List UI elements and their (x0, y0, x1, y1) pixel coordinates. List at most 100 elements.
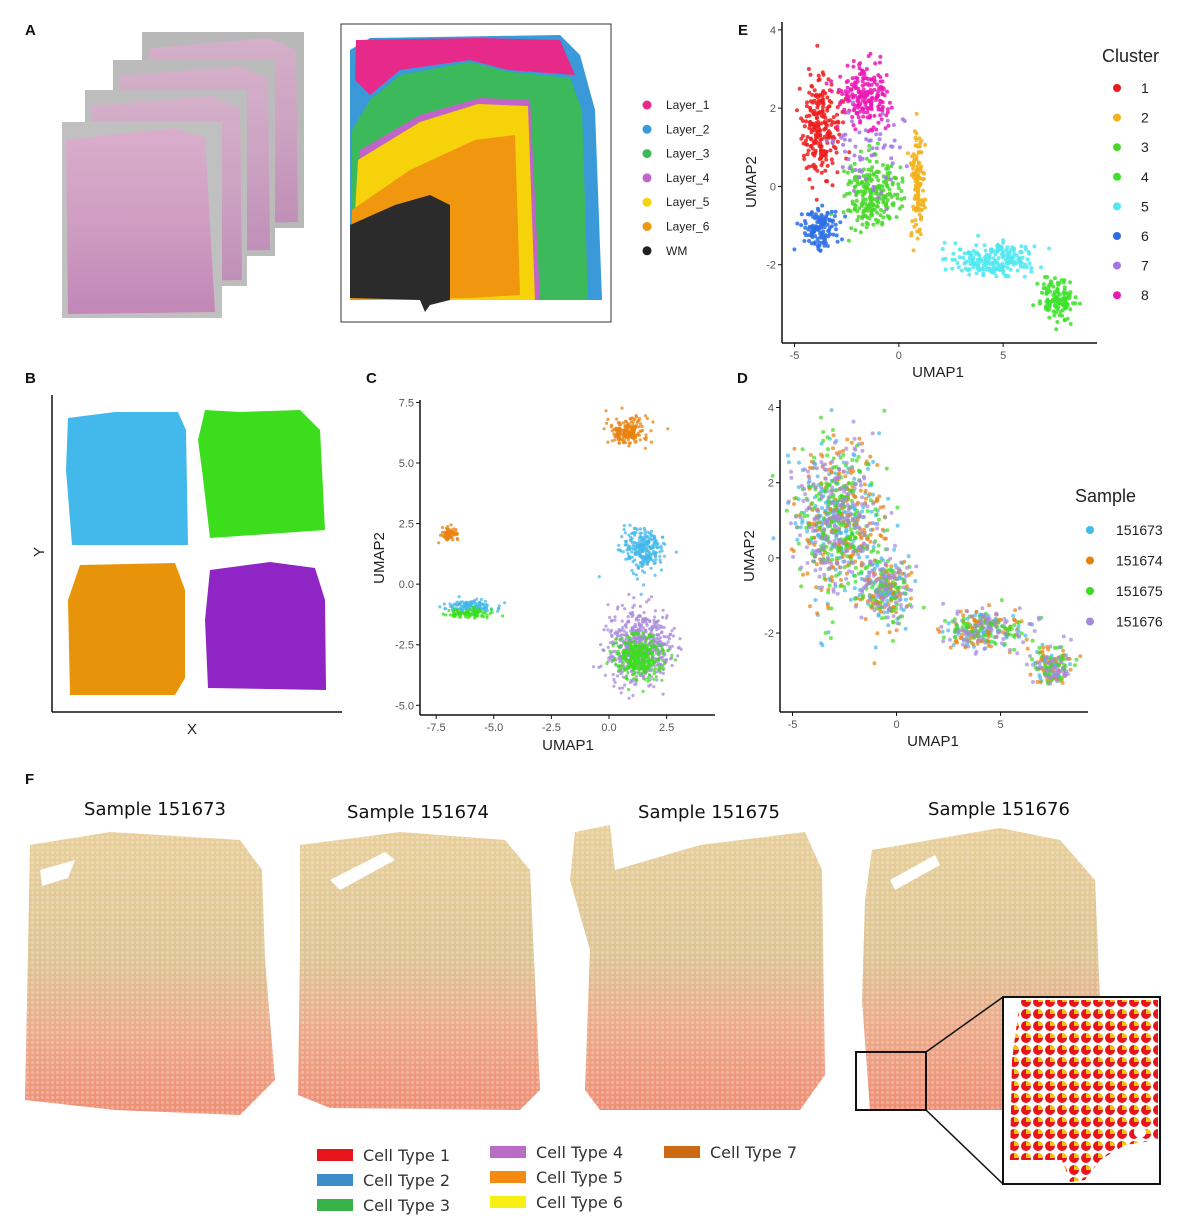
point (1001, 637, 1006, 641)
point (874, 601, 879, 606)
point (876, 543, 881, 548)
point (830, 488, 835, 493)
point (820, 506, 824, 511)
point (882, 143, 887, 148)
point (656, 653, 660, 657)
point (897, 145, 902, 150)
point (984, 621, 989, 626)
point (637, 631, 641, 635)
legend-swatch-layer_2 (642, 124, 652, 134)
point (635, 541, 639, 546)
point (1047, 661, 1052, 666)
point (846, 581, 851, 586)
point (639, 561, 643, 565)
point (943, 618, 947, 623)
point (859, 169, 864, 174)
point (670, 663, 674, 668)
point (673, 658, 677, 662)
point (1037, 645, 1042, 650)
point (464, 602, 468, 606)
point (770, 473, 775, 478)
point (880, 111, 885, 116)
point (617, 657, 621, 661)
point (812, 108, 817, 113)
point (858, 483, 863, 488)
umap-e-y-label: UMAP2 (743, 156, 760, 208)
umap-d-x-label: UMAP1 (907, 733, 959, 750)
point (840, 92, 845, 96)
point (619, 667, 623, 671)
point (885, 615, 890, 620)
point (857, 511, 861, 516)
point (999, 641, 1004, 646)
point (854, 174, 859, 179)
point (802, 124, 807, 129)
point (854, 549, 859, 554)
point (827, 217, 832, 222)
point (846, 90, 851, 94)
point (986, 629, 990, 634)
point (842, 565, 847, 570)
point (880, 184, 885, 189)
point (616, 435, 620, 440)
point (1069, 637, 1073, 642)
point (876, 178, 881, 183)
cluster-5 (940, 233, 1052, 279)
point (871, 125, 876, 130)
point (477, 601, 481, 605)
point (643, 537, 647, 541)
point (828, 547, 833, 552)
point (1045, 298, 1050, 303)
point (917, 136, 922, 141)
point (810, 146, 815, 151)
point (874, 186, 879, 191)
point (1066, 672, 1070, 677)
point (826, 506, 831, 511)
x-tick-label: 5 (998, 719, 1004, 731)
point (970, 632, 975, 637)
point (621, 649, 626, 653)
point (628, 650, 632, 654)
point (971, 255, 976, 260)
point (826, 606, 831, 611)
point (1061, 657, 1066, 662)
point (631, 420, 635, 424)
point (820, 109, 825, 114)
point (602, 628, 606, 632)
point (638, 527, 643, 531)
point (633, 682, 637, 687)
point (824, 138, 829, 143)
point (448, 602, 452, 606)
point (902, 578, 907, 583)
point (831, 433, 836, 438)
point (901, 585, 906, 590)
point (819, 557, 824, 562)
point (879, 585, 883, 590)
point (813, 138, 818, 143)
point (941, 639, 946, 644)
point (839, 493, 844, 498)
legend-label-layer_3: Layer_3 (666, 147, 710, 161)
point (973, 623, 978, 628)
point (983, 633, 988, 638)
point (813, 540, 818, 545)
point (450, 604, 454, 608)
point (1068, 290, 1073, 295)
series-151676 (786, 419, 1073, 686)
point (1066, 656, 1071, 661)
point (643, 531, 647, 536)
point (918, 232, 923, 237)
point (1003, 631, 1008, 636)
point (614, 641, 618, 645)
point (861, 214, 866, 219)
point (884, 466, 889, 471)
point (438, 533, 443, 537)
point (878, 84, 883, 89)
point (810, 185, 815, 190)
point (861, 474, 866, 479)
point (604, 624, 608, 628)
point (837, 132, 842, 137)
point (653, 615, 657, 619)
point (818, 415, 823, 420)
point (870, 585, 874, 590)
